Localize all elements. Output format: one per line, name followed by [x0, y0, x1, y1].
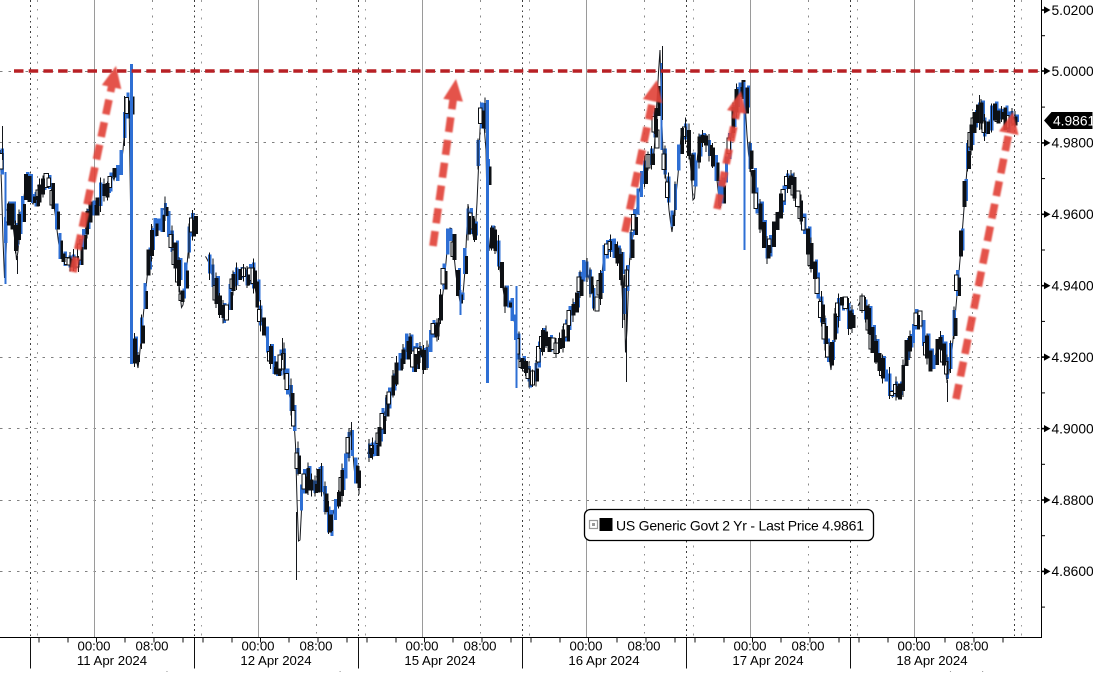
svg-text:00:00: 00:00	[733, 639, 766, 654]
svg-text:4.9200: 4.9200	[1052, 350, 1093, 365]
svg-text:5.0000: 5.0000	[1052, 64, 1093, 79]
svg-text:08:00: 08:00	[135, 639, 168, 654]
svg-text:4.9600: 4.9600	[1052, 207, 1093, 222]
svg-text:08:00: 08:00	[791, 639, 824, 654]
svg-text:00:00: 00:00	[897, 639, 930, 654]
svg-text:US Generic Govt 2 Yr - Last Pr: US Generic Govt 2 Yr - Last Price 4.9861	[616, 518, 864, 534]
svg-text:5.0200: 5.0200	[1052, 3, 1093, 18]
svg-text:08:00: 08:00	[627, 639, 660, 654]
svg-text:11 Apr 2024: 11 Apr 2024	[77, 653, 147, 668]
svg-text:4.9400: 4.9400	[1052, 279, 1093, 294]
svg-text:00:00: 00:00	[77, 639, 110, 654]
svg-text:08:00: 08:00	[955, 639, 988, 654]
svg-text:4.9000: 4.9000	[1052, 421, 1093, 436]
svg-text:00:00: 00:00	[405, 639, 438, 654]
svg-text:4.9861: 4.9861	[1053, 114, 1093, 129]
svg-text:08:00: 08:00	[299, 639, 332, 654]
svg-text:17 Apr 2024: 17 Apr 2024	[732, 653, 803, 668]
svg-text:4.8800: 4.8800	[1052, 493, 1093, 508]
svg-text:18 Apr 2024: 18 Apr 2024	[896, 653, 967, 668]
svg-text:4.9800: 4.9800	[1052, 136, 1093, 151]
svg-text:00:00: 00:00	[569, 639, 602, 654]
svg-text:16 Apr 2024: 16 Apr 2024	[568, 653, 639, 668]
svg-text:12 Apr 2024: 12 Apr 2024	[240, 653, 311, 668]
svg-text:15 Apr 2024: 15 Apr 2024	[404, 653, 475, 668]
svg-text:4.8600: 4.8600	[1052, 564, 1093, 579]
svg-text:08:00: 08:00	[463, 639, 496, 654]
svg-text:00:00: 00:00	[241, 639, 274, 654]
